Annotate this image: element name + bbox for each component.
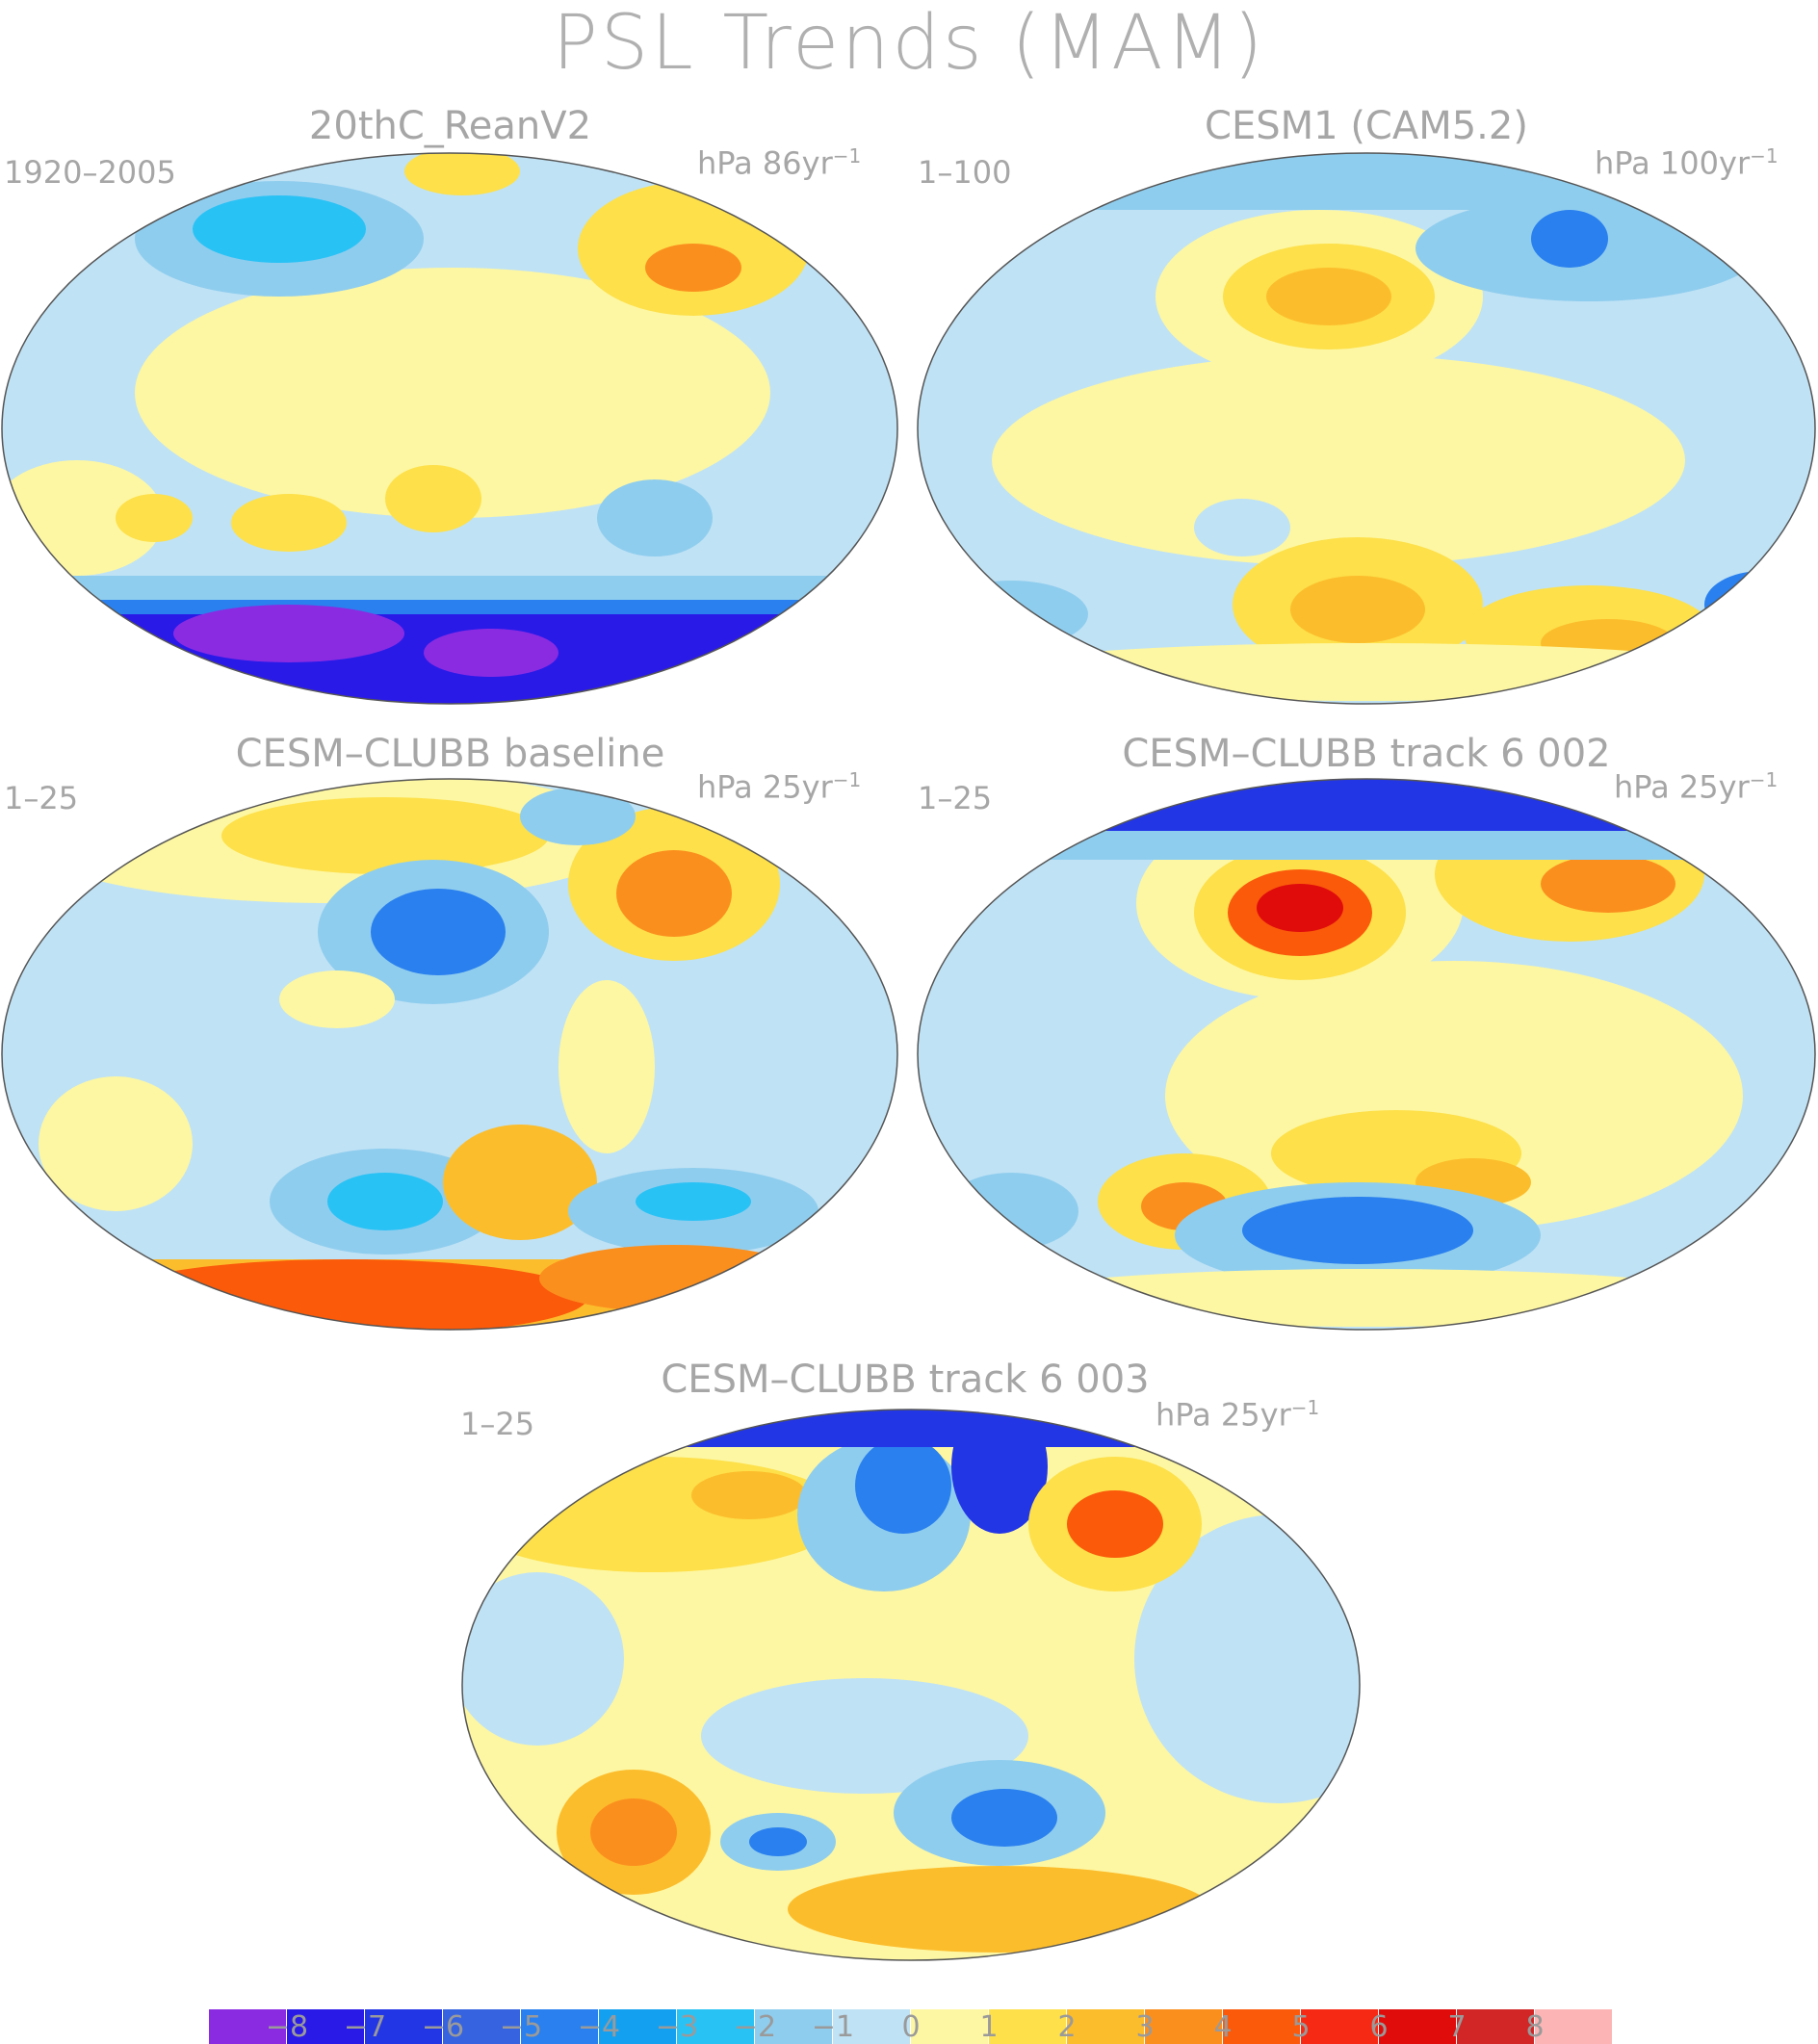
- colorbar-tick-label: −7: [343, 2010, 387, 2044]
- map-panel-1: [1, 152, 898, 705]
- colorbar-tick-label: 7: [1447, 2010, 1467, 2044]
- panel-title-2: CESM1 (CAM5.2): [1205, 104, 1528, 148]
- colorbar-tick-label: −4: [577, 2010, 621, 2044]
- colorbar-tick-label: 3: [1135, 2010, 1155, 2044]
- panel-title-5: CESM–CLUBB track 6 003: [661, 1358, 1150, 1402]
- colorbar-tick-label: 2: [1057, 2010, 1077, 2044]
- figure-title: PSL Trends (MAM): [552, 0, 1266, 87]
- panel-units-5: hPa 25yr−1: [1156, 1396, 1320, 1434]
- panel-title-4: CESM–CLUBB track 6 002: [1122, 732, 1611, 776]
- panel-title-3: CESM–CLUBB baseline: [235, 732, 665, 776]
- map-panel-2: [917, 152, 1816, 705]
- map-panel-3: [1, 778, 898, 1331]
- colorbar-tick-label: 8: [1525, 2010, 1545, 2044]
- panel-period-5: 1–25: [460, 1406, 535, 1442]
- colorbar-tick-label: −6: [421, 2010, 465, 2044]
- colorbar-tick-label: −5: [499, 2010, 543, 2044]
- panel-units-2: hPa 100yr−1: [1595, 144, 1779, 182]
- panel-title-1: 20thC_ReanV2: [308, 104, 592, 148]
- panel-period-2: 1–100: [918, 154, 1012, 191]
- panel-period-4: 1–25: [918, 780, 993, 816]
- map-panel-4: [917, 778, 1816, 1331]
- colorbar-tick-label: −3: [655, 2010, 699, 2044]
- colorbar-tick-label: 5: [1291, 2010, 1311, 2044]
- panel-period-1: 1920–2005: [4, 154, 176, 191]
- panel-period-3: 1–25: [4, 780, 79, 816]
- panel-units-4: hPa 25yr−1: [1614, 768, 1779, 806]
- panel-units-1: hPa 86yr−1: [697, 144, 862, 182]
- colorbar-tick-label: 6: [1369, 2010, 1389, 2044]
- colorbar-tick-label: −2: [733, 2010, 777, 2044]
- colorbar-tick-label: −8: [265, 2010, 309, 2044]
- colorbar-tick-label: −1: [811, 2010, 855, 2044]
- colorbar-tick-label: 4: [1213, 2010, 1233, 2044]
- colorbar-tick-label: 1: [979, 2010, 999, 2044]
- map-panel-5: [461, 1409, 1361, 1961]
- colorbar-tick-label: 0: [901, 2010, 921, 2044]
- panel-units-3: hPa 25yr−1: [697, 768, 862, 806]
